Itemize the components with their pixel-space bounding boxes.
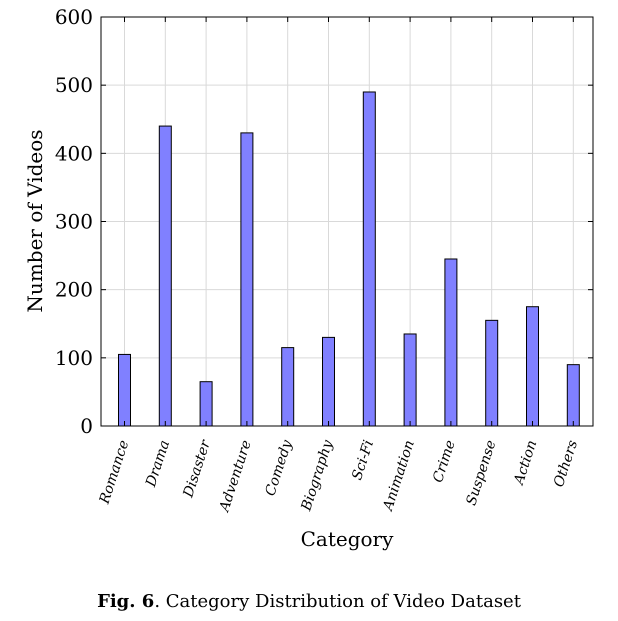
- x-tick-label: Sci-Fi: [349, 438, 377, 482]
- bars: [118, 91, 580, 427]
- bar-biography: [322, 336, 335, 427]
- bar-disaster: [199, 381, 213, 427]
- bar-sci-fi: [362, 91, 376, 427]
- y-axis-title: Number of Videos: [23, 129, 47, 312]
- y-tick-label: 500: [55, 73, 93, 97]
- x-tick-label: Drama: [143, 438, 173, 489]
- x-tick-label: Others: [551, 438, 581, 489]
- y-tick-label: 100: [55, 346, 93, 370]
- bar-drama: [158, 125, 172, 427]
- x-tick-label: Animation: [380, 438, 418, 514]
- x-tick-label: Biography: [298, 437, 336, 513]
- bar-chart-svg: 0 100 200 300 400 500 600 Romance Drama Disaster…: [23, 5, 594, 551]
- grid: [101, 16, 593, 427]
- figure-caption: Fig. 6. Category Distribution of Video D…: [0, 591, 618, 612]
- bar-others: [566, 364, 580, 427]
- x-axis-title: Category: [301, 527, 395, 551]
- y-axis: 0 100 200 300 400 500 600: [55, 5, 593, 438]
- y-tick-label: 200: [55, 278, 93, 302]
- x-tick-label: Disaster: [180, 437, 214, 500]
- bar-comedy: [281, 347, 295, 427]
- x-tick-label: Action: [510, 438, 540, 488]
- x-tick-label: Crime: [430, 438, 459, 484]
- y-tick-label: 400: [55, 141, 93, 165]
- y-tick-label: 300: [55, 210, 93, 234]
- chart: 0 100 200 300 400 500 600 Romance Drama Disaster…: [23, 5, 594, 551]
- figure-label: Fig. 6: [97, 591, 155, 612]
- bar-animation: [403, 333, 417, 427]
- bar-action: [526, 306, 539, 427]
- y-tick-label: 0: [80, 414, 93, 438]
- x-tick-label: Suspense: [463, 438, 499, 507]
- x-tick-label: Romance: [96, 438, 132, 506]
- x-tick-label: Comedy: [262, 437, 295, 498]
- bar-crime: [444, 258, 458, 427]
- y-tick-label: 600: [55, 5, 93, 29]
- bar-adventure: [240, 132, 254, 427]
- bar-suspense: [485, 319, 499, 427]
- caption-text: . Category Distribution of Video Dataset: [154, 591, 521, 612]
- x-tick-label: Adventure: [216, 438, 255, 515]
- bar-romance: [118, 353, 131, 427]
